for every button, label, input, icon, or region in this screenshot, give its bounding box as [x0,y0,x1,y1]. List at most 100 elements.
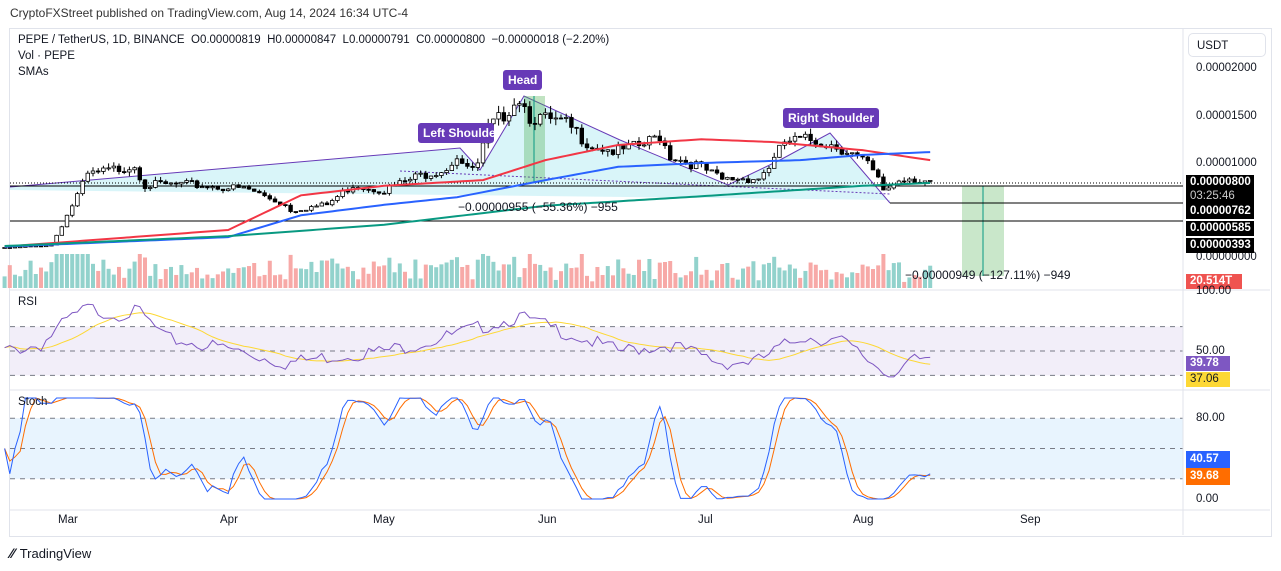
candle-up [475,162,480,168]
volume-bar [772,256,777,288]
candle-up [553,117,558,120]
candle-up [772,156,777,169]
volume-bar [143,257,147,288]
stoch-legend[interactable]: Stoch [18,396,48,408]
stoch-d-line [4,397,931,500]
volume-bar [18,276,23,288]
right-shoulder-label[interactable]: Right Shoulder [783,108,879,128]
volume-bar [267,260,272,288]
volume-bar [855,273,860,288]
candle-down [590,147,595,150]
candle-down [584,143,590,149]
rsi-band [10,326,1183,376]
candle-up [298,210,304,212]
time-tick: Jun [538,514,557,526]
volume-bar [439,264,444,288]
volume-bar [637,259,641,288]
volume-bar [673,273,678,288]
candle-down [288,204,293,212]
price-tick: 0.00001500 [1196,110,1257,122]
volume-bar [345,266,350,288]
volume-bar [117,266,121,288]
volume-bar [839,273,844,288]
stoch-k-box: 40.57 [1186,451,1230,468]
left-shoulder-label[interactable]: Left Shoulder [418,123,494,143]
volume-bar [860,264,865,288]
volume-bar [605,266,610,288]
candle-down [548,112,553,120]
candle-up [616,145,621,155]
candle-down [522,103,527,108]
volume-bar [881,254,886,288]
volume-bar [366,273,371,288]
volume-bar [793,268,797,288]
volume-bar [75,254,80,288]
volume-bar [647,258,652,288]
volume-bar [569,268,574,288]
candle-up [210,186,215,189]
stoch-tick: 80.00 [1196,412,1225,424]
candle-up [886,187,891,191]
tradingview-logo[interactable]: ⁄⁄ TradingView [10,545,91,561]
candle-up [444,170,449,173]
rsi-tick: 100.00 [1196,285,1232,297]
candle-down [746,178,751,183]
candle-down [293,211,298,213]
symbol-name[interactable]: PEPE / TetherUS, 1D, BINANCE [18,34,185,46]
candle-up [517,103,522,106]
candle-down [371,189,376,193]
candle-down [96,170,101,173]
candle-up [199,186,205,189]
candle-down [668,145,673,161]
volume-bar [65,254,69,288]
head-label[interactable]: Head [503,70,543,90]
rsi-value-box: 39.78 [1186,356,1230,371]
rsi-legend[interactable]: RSI [18,296,38,308]
candle-up [439,172,444,176]
volume-bar [564,263,569,288]
candle-down [902,180,907,183]
volume-bar [886,270,891,288]
candle-up [70,205,75,216]
volume-bar [273,275,277,288]
head-shoulders-line [9,95,891,204]
volume-bar [902,281,907,288]
volume-bar [304,269,309,288]
candle-down [158,180,163,183]
volume-bar [371,261,376,288]
candle-down [376,191,382,194]
volume-bar [897,262,901,288]
candle-up [844,152,850,155]
candle-up [652,135,657,138]
candle-up [241,186,246,189]
candle-down [366,188,371,191]
candle-down [657,135,662,142]
candle-up [928,180,933,182]
candle-down [116,165,122,172]
volume-bar [278,274,283,288]
tradingview-icon: ⁄⁄ [10,545,15,561]
candle-down [122,171,127,173]
volume-bar [585,275,589,288]
volume-bar [59,254,64,288]
volume-bar [834,272,839,288]
candle-up [433,175,439,177]
volume-bar [475,259,480,288]
currency-button[interactable]: USDT [1188,33,1266,57]
volume-bar [111,274,116,288]
candle-up [678,159,683,162]
candle-down [579,127,584,145]
volume-bar [813,264,818,288]
volume-bar [595,266,600,288]
volume-bar [429,265,433,288]
candle-up [850,152,855,155]
smas-legend[interactable]: SMAs [18,66,49,78]
volume-bar [491,261,496,288]
candle-down [163,181,168,184]
candle-up [179,181,184,185]
volume-bar [387,257,392,288]
candle-up [694,161,699,169]
volume-bar [408,278,413,288]
volume-legend[interactable]: Vol · PEPE [18,50,75,62]
